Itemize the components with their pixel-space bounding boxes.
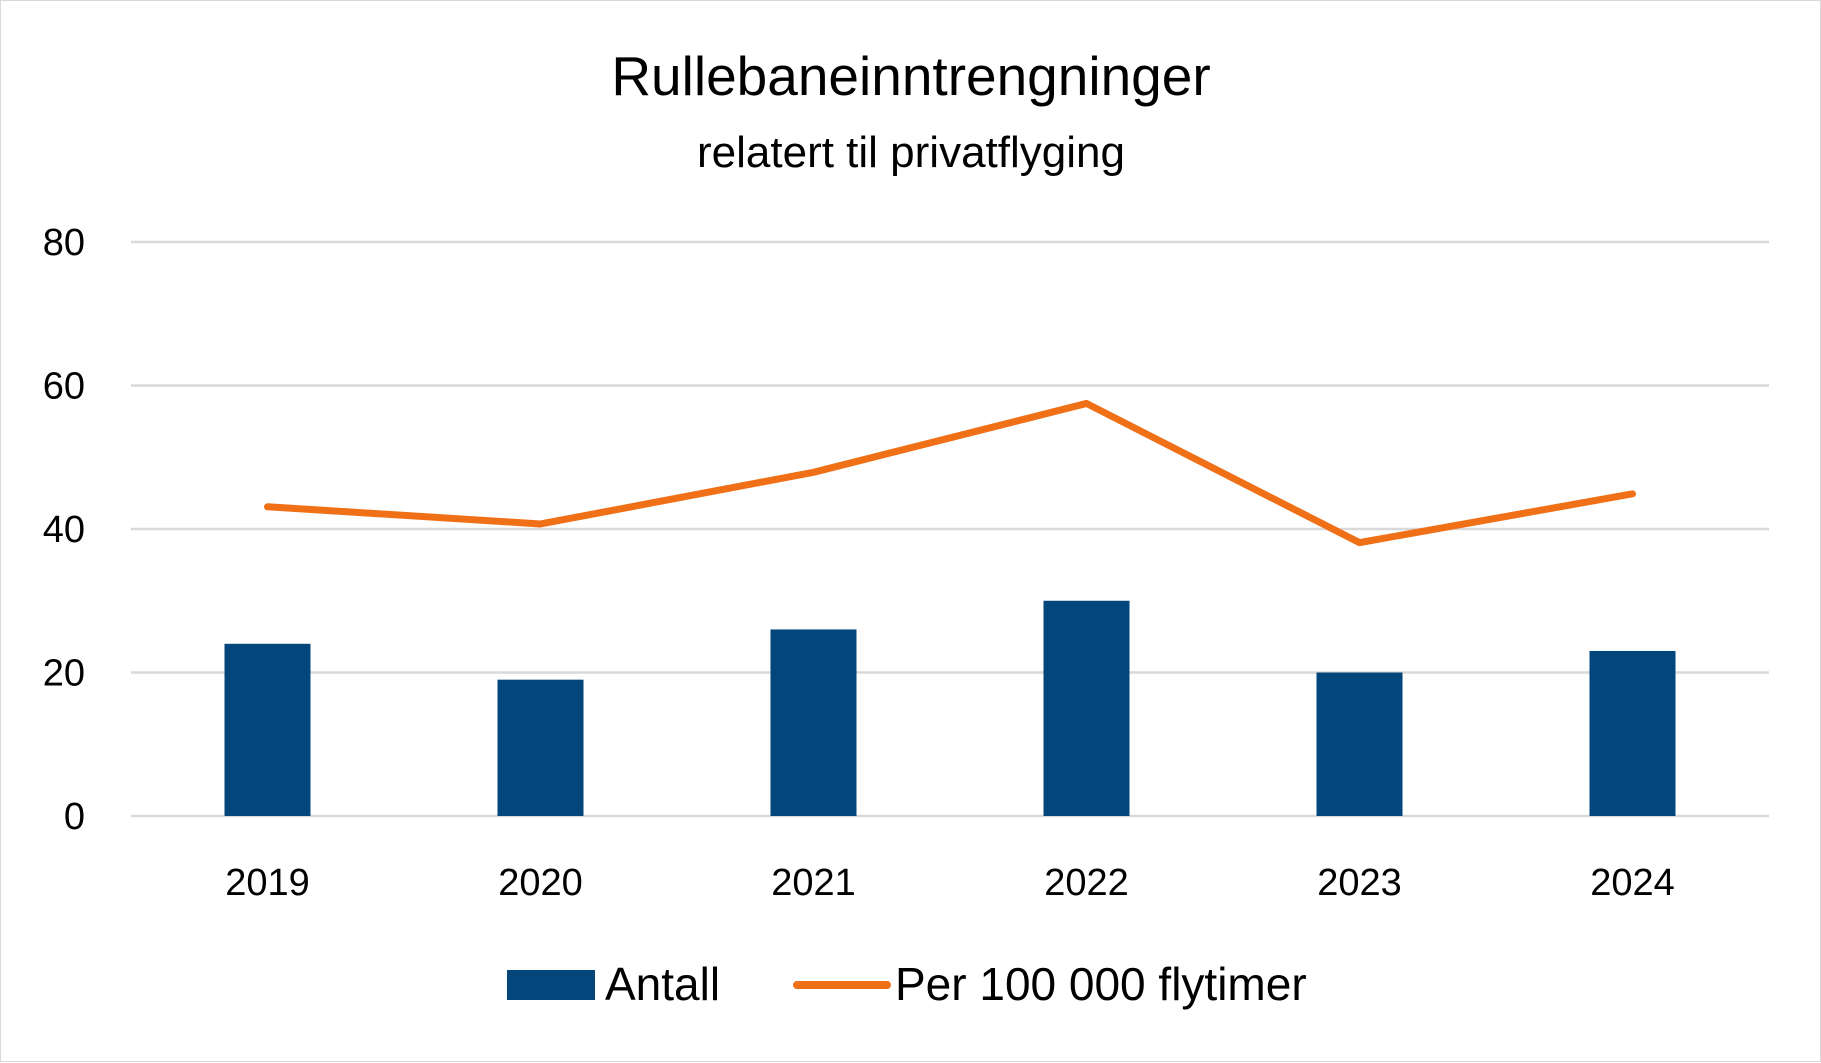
line-series xyxy=(267,403,1632,542)
x-tick-label: 2022 xyxy=(1044,862,1129,904)
bar-2024 xyxy=(1590,651,1676,816)
bar-2020 xyxy=(498,680,584,816)
legend: Antall Per 100 000 flytimer xyxy=(507,958,1307,1010)
y-tick-label: 20 xyxy=(43,653,85,695)
y-tick-label: 40 xyxy=(43,509,85,551)
y-tick-label: 80 xyxy=(43,222,85,264)
x-tick-label: 2021 xyxy=(771,862,856,904)
x-tick-label: 2019 xyxy=(225,862,310,904)
bar-series xyxy=(225,601,1676,816)
y-tick-label: 60 xyxy=(43,366,85,408)
bar-2023 xyxy=(1317,673,1403,817)
x-tick-label: 2023 xyxy=(1317,862,1402,904)
line-path xyxy=(268,403,1633,542)
legend-label-per-flytimer: Per 100 000 flytimer xyxy=(895,958,1307,1010)
bar-2021 xyxy=(771,629,857,816)
x-tick-label: 2020 xyxy=(498,862,583,904)
y-axis: 0 20 40 60 80 xyxy=(43,222,85,838)
x-tick-label: 2024 xyxy=(1590,862,1675,904)
bar-2019 xyxy=(225,644,311,816)
y-tick-label: 0 xyxy=(64,796,85,838)
chart-title: Rullebaneinntrengninger xyxy=(611,45,1210,107)
legend-swatch-antall xyxy=(507,970,595,1000)
x-axis: 2019 2020 2021 2022 2023 2024 xyxy=(225,862,1675,904)
bar-2022 xyxy=(1044,601,1130,816)
legend-label-antall: Antall xyxy=(605,958,720,1010)
gridlines xyxy=(131,242,1769,816)
chart-subtitle: relatert til privatflyging xyxy=(697,128,1125,177)
